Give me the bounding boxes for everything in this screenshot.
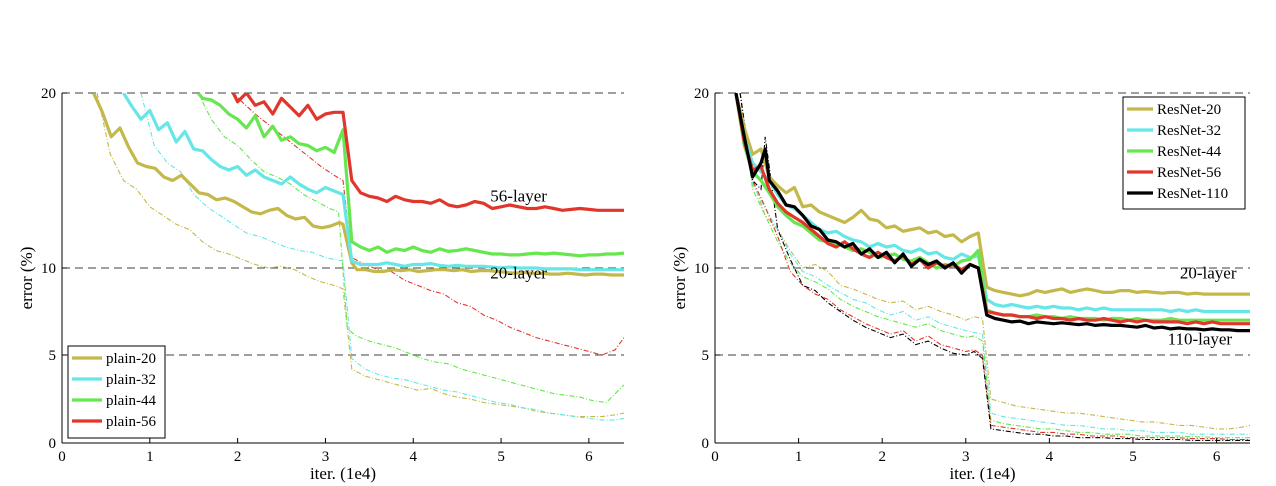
legend-label: plain-32 [106,372,156,388]
test-line-resnet-32 [739,93,1250,435]
legend-label: plain-44 [106,393,156,409]
x-tick-label: 5 [497,449,505,465]
x-tick-label: 6 [1213,449,1221,465]
y-tick-label: 5 [702,348,710,364]
plain-networks-panel: 0 1 2 3 4 5 6 0 5 10 20 iter. (1e4) error (%) 56-laye… [17,86,624,483]
y-tick-label: 0 [702,436,710,452]
series-lines [92,93,624,421]
annotation-label: 56-layer [490,187,547,206]
annotation-label: 20-layer [490,263,547,282]
legend-label: ResNet-44 [1157,144,1222,160]
annotation-label: 110-layer [1168,330,1233,349]
x-tick-label: 3 [962,449,970,465]
y-axis-label: error (%) [670,247,689,310]
y-tick-label: 20 [41,86,56,102]
x-tick-label: 1 [795,449,803,465]
x-tick-label: 0 [58,449,66,465]
legend-label: plain-20 [106,351,156,367]
y-tick-label: 10 [41,261,56,277]
legend-box [1122,96,1246,210]
x-tick-label: 4 [410,449,418,465]
x-tick-label: 5 [1129,449,1137,465]
test-line-plain-20 [96,93,624,418]
x-tick-label: 3 [322,449,330,465]
test-line-plain-32 [140,93,624,421]
x-tick-label: 2 [234,449,242,465]
legend-box [67,345,166,439]
train-line-plain-20 [92,93,624,277]
y-tick-label: 0 [49,436,57,452]
train-line-resnet-110 [734,93,1250,333]
train-line-plain-56 [231,93,624,212]
resnet-panel: 0 1 2 3 4 5 6 0 5 10 20 iter. (1e4) error (%) 20-laye… [670,86,1250,483]
train-line-plain-32 [122,93,624,272]
x-axis-label: iter. (1e4) [949,464,1015,483]
annotation-label: 20-layer [1180,263,1237,282]
legend-label: ResNet-20 [1157,102,1221,118]
legend: ResNet-20 ResNet-32 ResNet-44 ResNet-56 ResN… [1122,96,1246,210]
test-line-resnet-20 [739,93,1250,430]
legend-label: ResNet-110 [1157,186,1228,202]
y-tick-label: 20 [694,86,709,102]
test-line-resnet-44 [739,93,1250,439]
x-axis-label: iter. (1e4) [310,464,376,483]
test-line-plain-44 [197,93,624,404]
x-tick-label: 1 [146,449,154,465]
train-line-resnet-20 [734,93,1250,298]
legend-label: ResNet-56 [1157,165,1222,181]
y-tick-label: 5 [49,348,57,364]
test-line-resnet-110 [739,93,1250,441]
legend-label: plain-56 [106,414,156,430]
y-tick-label: 10 [694,261,709,277]
x-tick-label: 2 [878,449,886,465]
legend-label: ResNet-32 [1157,123,1221,139]
x-tick-label: 0 [711,449,719,465]
x-tick-label: 4 [1046,449,1054,465]
train-line-resnet-56 [734,93,1250,326]
x-tick-label: 6 [585,449,593,465]
y-axis-label: error (%) [17,247,36,310]
train-line-plain-44 [196,93,624,258]
legend: plain-20 plain-32 plain-44 plain-56 [67,345,166,439]
test-line-plain-56 [232,93,624,356]
series-lines [734,93,1250,441]
